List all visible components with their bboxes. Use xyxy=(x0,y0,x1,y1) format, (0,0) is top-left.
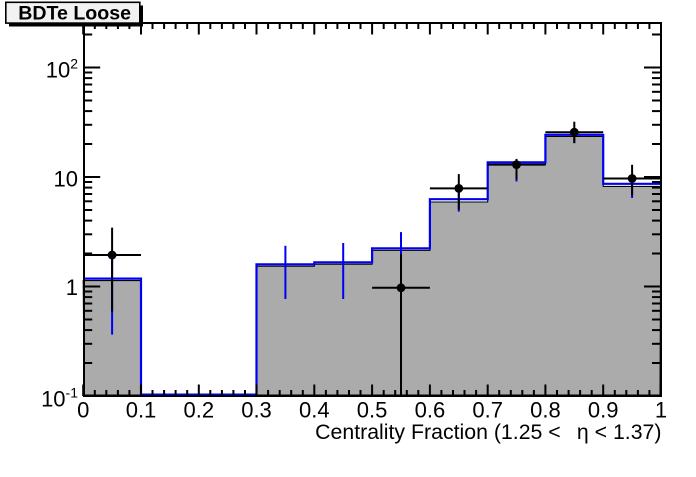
svg-text:1: 1 xyxy=(66,275,78,300)
svg-text:BDTe Loose: BDTe Loose xyxy=(18,2,131,24)
svg-text:102: 102 xyxy=(46,56,78,83)
svg-text:Centrality Fraction (1.25 <: Centrality Fraction (1.25 < η < 1.37) xyxy=(315,420,661,444)
svg-text:0.4: 0.4 xyxy=(299,398,330,423)
svg-text:0.1: 0.1 xyxy=(126,398,157,423)
svg-text:0: 0 xyxy=(77,398,89,423)
svg-text:0.5: 0.5 xyxy=(357,398,388,423)
svg-text:1: 1 xyxy=(655,398,667,423)
svg-text:0.6: 0.6 xyxy=(415,398,446,423)
svg-text:0.2: 0.2 xyxy=(184,398,215,423)
svg-text:0.7: 0.7 xyxy=(472,398,503,423)
svg-text:0.9: 0.9 xyxy=(588,398,619,423)
svg-text:0.3: 0.3 xyxy=(241,398,272,423)
svg-text:10: 10 xyxy=(54,167,78,192)
svg-text:0.8: 0.8 xyxy=(530,398,561,423)
